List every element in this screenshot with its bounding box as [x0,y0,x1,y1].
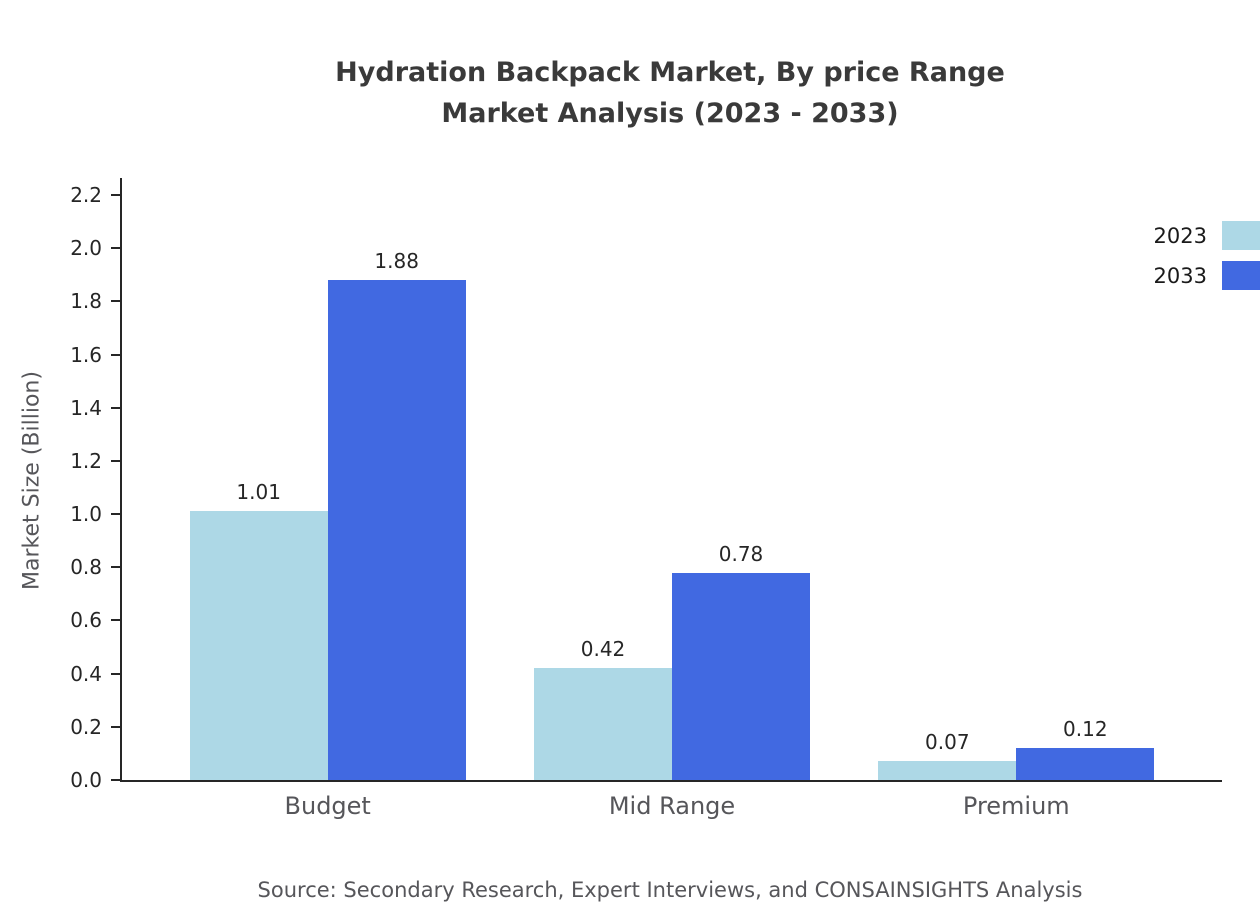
bar-value-label: 1.88 [374,249,419,274]
bar-value-label: 0.42 [580,637,626,662]
y-tick-label: 1.2 [70,448,102,473]
bar-2033-premium [1016,748,1155,780]
y-tick-mark [111,406,120,409]
y-tick-mark [111,353,120,356]
legend: 2023 2033 [1154,221,1260,290]
y-tick-mark [111,725,120,728]
y-tick-label: 0.8 [70,555,102,580]
y-tick-label: 1.4 [70,395,102,420]
x-category-label: Budget [284,792,371,820]
legend-row-2023: 2023 [1154,221,1260,250]
y-tick-mark [111,566,120,569]
legend-swatch-2023 [1222,221,1260,250]
plot-area: 0.0 0.2 0.4 0.6 0.8 1.0 1.2 1.4 1.6 1.8 2.0 2.2 Budg… [70,178,1222,820]
y-tick-mark [111,300,120,303]
chart-title-line2: Market Analysis (2023 - 2033) [441,98,899,129]
y-tick-mark [111,459,120,462]
chart-title: Hydration Backpack Market, By price Rang… [120,52,1220,134]
y-tick-label: 1.0 [70,502,102,527]
bar-2023-mid-range [534,668,672,780]
x-category-label: Mid Range [608,792,736,820]
y-tick-mark [111,779,120,781]
bar-value-label: 0.07 [925,730,970,755]
bar-2023-budget [189,511,328,780]
bar-2033-mid-range [672,572,810,780]
bar-value-label: 0.12 [1063,717,1108,742]
y-tick-label: 0.6 [70,608,102,633]
legend-label-2023: 2023 [1153,223,1207,248]
bar-2033-budget [327,280,466,780]
chart-title-line1: Hydration Backpack Market, By price Rang… [335,57,1005,88]
y-tick-mark [111,247,120,250]
y-axis-title: Market Size (Billion) [19,371,45,590]
bar-value-label: 0.78 [718,541,764,566]
y-tick-label: 1.8 [70,289,102,314]
bar-2023-premium [878,761,1017,780]
y-tick-label: 2.0 [70,236,102,261]
y-tick-label: 0.4 [70,661,102,686]
y-tick-label: 2.2 [70,183,102,207]
y-tick-mark [111,513,120,516]
legend-swatch-2033 [1222,261,1260,290]
source-note: Source: Secondary Research, Expert Inter… [257,878,1083,902]
y-tick-label: 0.2 [70,714,102,739]
legend-row-2033: 2033 [1154,261,1260,290]
y-tick-mark [111,194,120,196]
y-tick-mark [111,672,120,675]
y-tick-mark [111,619,120,622]
legend-label-2033: 2033 [1153,263,1207,288]
y-tick-label: 1.6 [70,342,102,367]
x-category-label: Premium [962,792,1070,820]
bar-value-label: 1.01 [236,480,281,505]
y-tick-label: 0.0 [70,768,102,792]
